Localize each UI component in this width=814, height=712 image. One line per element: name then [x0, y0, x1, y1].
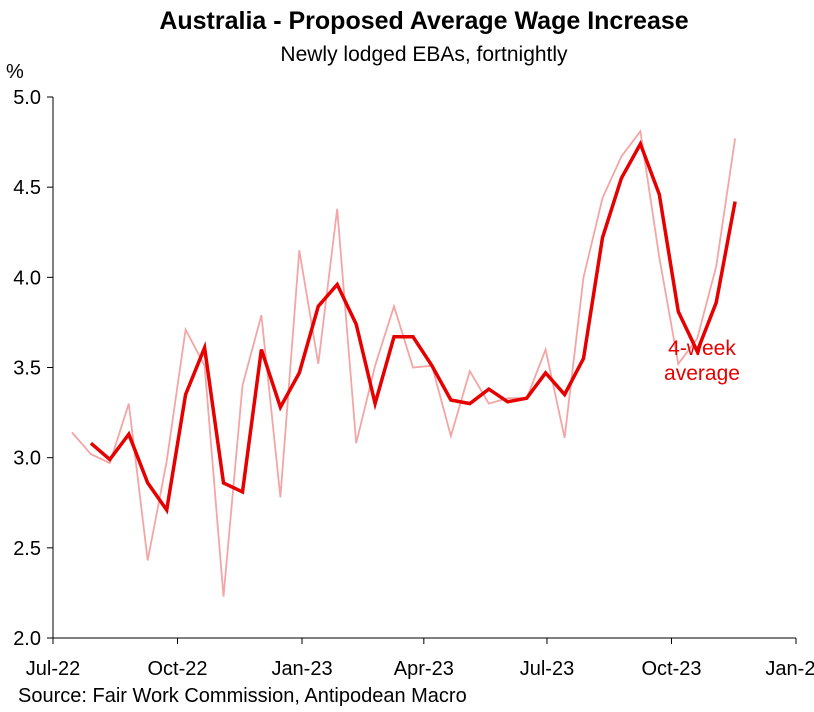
y-tick-label: 2.0 [13, 628, 41, 650]
y-tick-label: 4.5 [13, 177, 41, 199]
y-axis: 2.0 2.5 3.0 3.5 4.0 4.5 5.0 [13, 87, 53, 650]
x-tick-label: Jan-24 [765, 658, 814, 680]
y-tick-label: 2.5 [13, 538, 41, 560]
annotation-line-1: 4-week [668, 337, 736, 360]
x-tick-label: Jan-23 [271, 658, 332, 680]
series-lines [71, 129, 737, 597]
series-line-fortnightly [71, 129, 736, 597]
y-tick-label: 3.0 [13, 448, 41, 470]
y-axis-unit-label: % [6, 61, 24, 83]
x-tick-label: Apr-23 [394, 658, 454, 680]
x-tick-label: Oct-22 [147, 658, 207, 680]
x-tick-label: Oct-23 [641, 658, 701, 680]
series-line-4-week-average [89, 139, 737, 515]
y-tick-label: 5.0 [13, 87, 41, 109]
x-tick-label: Jul-22 [26, 658, 80, 680]
annotation-line-2: average [664, 362, 740, 385]
source-note: Source: Fair Work Commission, Antipodean… [18, 685, 467, 707]
y-tick-label: 3.5 [13, 358, 41, 380]
y-tick-label: 4.0 [13, 267, 41, 289]
chart-subtitle: Newly lodged EBAs, fortnightly [280, 43, 568, 66]
x-axis: Jul-22 Oct-22 Jan-23 Apr-23 Jul-23 Oct-23 Jan-… [26, 638, 814, 680]
chart-title: Australia - Proposed Average Wage Increa… [159, 7, 688, 35]
x-tick-label: Jul-23 [520, 658, 574, 680]
